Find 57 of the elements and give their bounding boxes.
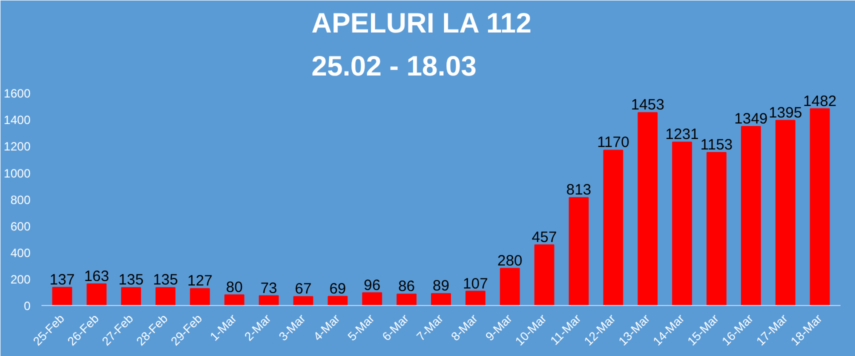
data-label: 89 (432, 278, 450, 295)
y-tick-label: 1600 (4, 86, 31, 101)
bar (258, 295, 279, 306)
data-label: 1349 (734, 110, 768, 128)
data-label: 135 (118, 272, 144, 289)
data-label: 1153 (700, 136, 733, 154)
bar (672, 142, 692, 306)
y-tick-label: 600 (10, 219, 31, 234)
bar (328, 296, 348, 306)
bar (431, 293, 451, 306)
bar (362, 292, 382, 306)
data-label: 127 (187, 272, 212, 290)
data-label: 96 (364, 276, 380, 294)
bar (638, 112, 658, 306)
bar (224, 294, 244, 306)
data-label: 1395 (768, 104, 802, 122)
bar (740, 126, 761, 306)
data-label: 137 (50, 271, 75, 288)
bar (190, 288, 210, 306)
data-label: 813 (566, 182, 592, 199)
bar (86, 283, 107, 306)
y-tick-label: 0 (24, 299, 31, 313)
data-label: 1170 (597, 134, 630, 152)
data-label: 280 (497, 252, 522, 270)
data-label: 163 (84, 268, 110, 285)
y-tick-label: 200 (10, 272, 31, 286)
bar (706, 152, 726, 306)
data-label: 107 (462, 275, 488, 292)
bar (121, 287, 142, 306)
bar (534, 244, 554, 306)
data-label: 135 (152, 272, 178, 289)
data-label: 80 (226, 278, 243, 296)
bar (52, 286, 72, 306)
y-tick-label: 1400 (4, 113, 31, 128)
y-tick-label: 800 (10, 192, 31, 207)
bar (396, 294, 417, 306)
chart-subtitle: 25.02 - 18.03 (312, 50, 477, 82)
y-tick-label: 1200 (4, 140, 31, 154)
y-tick-label: 400 (10, 246, 31, 260)
data-label: 1231 (665, 126, 699, 144)
data-label: 1482 (803, 92, 837, 110)
y-tick-label: 1000 (4, 166, 31, 180)
data-label: 86 (398, 278, 415, 296)
bar (465, 290, 486, 306)
bar (810, 108, 830, 306)
data-label: 73 (260, 280, 278, 297)
bar (500, 268, 520, 306)
bar (156, 287, 176, 306)
data-label: 1453 (630, 96, 664, 114)
data-label: 67 (294, 280, 312, 298)
data-label: 457 (532, 228, 557, 246)
bar (293, 296, 314, 306)
bar (568, 197, 589, 306)
bar (603, 150, 624, 306)
chart-title: APELURI LA 112 (312, 8, 532, 38)
data-label: 69 (329, 280, 346, 298)
bar (775, 120, 796, 306)
